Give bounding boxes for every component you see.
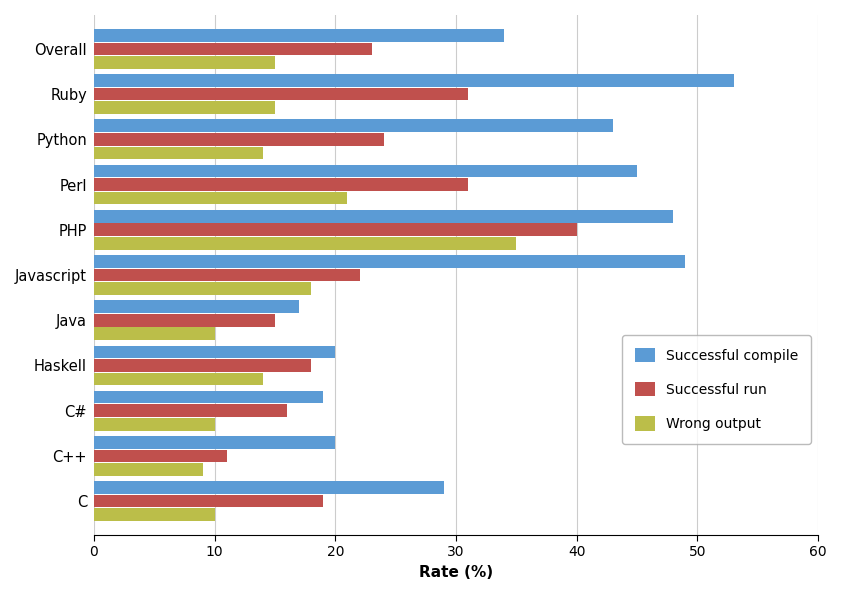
- Bar: [94, 436, 335, 449]
- Bar: [94, 346, 335, 358]
- Bar: [94, 282, 312, 295]
- Bar: [94, 255, 685, 268]
- Bar: [94, 74, 733, 87]
- Bar: [94, 327, 215, 340]
- Bar: [94, 178, 468, 191]
- Bar: [94, 224, 577, 236]
- Bar: [94, 56, 275, 69]
- Bar: [94, 88, 468, 101]
- Bar: [94, 391, 323, 403]
- Bar: [94, 359, 312, 372]
- Bar: [94, 120, 613, 132]
- Bar: [94, 133, 384, 146]
- Bar: [94, 101, 275, 114]
- Bar: [94, 405, 287, 417]
- Bar: [94, 210, 674, 223]
- Legend: Successful compile, Successful run, Wrong output: Successful compile, Successful run, Wron…: [622, 335, 811, 444]
- Bar: [94, 372, 263, 386]
- Bar: [94, 418, 215, 431]
- Bar: [94, 192, 348, 205]
- Bar: [94, 165, 637, 177]
- Bar: [94, 463, 203, 476]
- Bar: [94, 300, 299, 313]
- Bar: [94, 269, 360, 281]
- Bar: [94, 495, 323, 508]
- Bar: [94, 237, 516, 250]
- Bar: [94, 43, 371, 55]
- Bar: [94, 314, 275, 327]
- Bar: [94, 481, 444, 494]
- Bar: [94, 508, 215, 521]
- Bar: [94, 450, 226, 462]
- X-axis label: Rate (%): Rate (%): [419, 565, 493, 580]
- Bar: [94, 146, 263, 159]
- Bar: [94, 29, 504, 42]
